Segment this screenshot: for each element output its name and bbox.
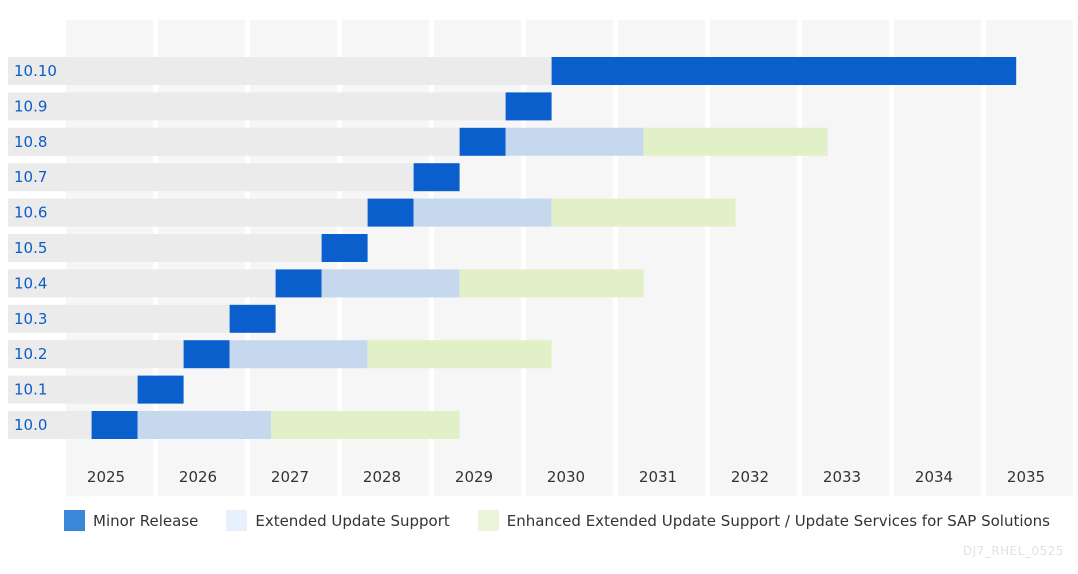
row-background (8, 57, 552, 85)
year-column (710, 20, 797, 496)
legend-item-eus: Extended Update Support (226, 510, 450, 531)
row-background (8, 340, 184, 369)
row-background (8, 375, 138, 404)
category-label: 10.0 (14, 416, 47, 434)
legend-swatch-eus (226, 510, 248, 531)
x-tick-label: 2025 (87, 468, 125, 486)
bar-enhanced-eus (367, 340, 552, 369)
year-column (526, 20, 613, 496)
bar-extended-update-support (137, 411, 271, 439)
x-tick-label: 2026 (179, 468, 217, 486)
row-background (8, 127, 460, 156)
row-background (8, 234, 322, 262)
bar-minor-release (505, 92, 552, 121)
row-background (8, 304, 230, 333)
legend-swatch-minor-release (64, 510, 85, 531)
row-background (8, 411, 92, 439)
bar-extended-update-support (321, 269, 460, 298)
legend-item-e4s: Enhanced Extended Update Support / Updat… (477, 510, 1050, 531)
category-label: 10.6 (14, 204, 47, 222)
x-tick-label: 2030 (547, 468, 585, 486)
bar-minor-release (367, 198, 414, 227)
watermark: DJ7_RHEL_0525 (962, 544, 1064, 558)
category-label: 10.4 (14, 274, 47, 292)
bar-minor-release (321, 234, 368, 262)
x-tick-label: 2029 (455, 468, 493, 486)
legend-label: Enhanced Extended Update Support / Updat… (506, 511, 1050, 530)
category-label: 10.7 (14, 168, 47, 186)
bar-enhanced-eus (459, 269, 644, 298)
bar-minor-release (551, 57, 1017, 85)
bar-minor-release (459, 127, 506, 156)
x-tick-label: 2028 (363, 468, 401, 486)
legend: Minor Release Extended Update Support En… (64, 510, 1078, 531)
bar-enhanced-eus (643, 127, 828, 156)
row-background (8, 198, 368, 227)
year-column (986, 20, 1073, 496)
x-tick-label: 2031 (639, 468, 677, 486)
year-column (894, 20, 981, 496)
legend-item-minor-release: Minor Release (64, 510, 198, 531)
legend-swatch-e4s (477, 510, 499, 531)
row-background (8, 163, 414, 192)
bar-minor-release (183, 340, 230, 369)
category-label: 10.5 (14, 239, 47, 257)
year-column (618, 20, 705, 496)
bar-minor-release (137, 375, 184, 404)
legend-label: Minor Release (93, 511, 199, 530)
x-tick-label: 2033 (823, 468, 861, 486)
category-label: 10.9 (14, 97, 47, 115)
bar-minor-release (413, 163, 460, 192)
bar-extended-update-support (229, 340, 368, 369)
x-tick-label: 2027 (271, 468, 309, 486)
bar-minor-release (275, 269, 322, 298)
bar-enhanced-eus (551, 198, 736, 227)
row-background (8, 92, 506, 121)
category-label: 10.8 (14, 133, 47, 151)
x-tick-label: 2035 (1007, 468, 1045, 486)
category-label: 10.2 (14, 345, 47, 363)
bar-extended-update-support (413, 198, 552, 227)
x-tick-label: 2034 (915, 468, 953, 486)
bar-minor-release (91, 411, 138, 439)
x-tick-label: 2032 (731, 468, 769, 486)
year-column (802, 20, 889, 496)
bar-enhanced-eus (271, 411, 460, 439)
bar-extended-update-support (505, 127, 644, 156)
row-background (8, 269, 276, 298)
legend-label: Extended Update Support (255, 511, 450, 530)
category-label: 10.10 (14, 62, 57, 80)
category-label: 10.3 (14, 310, 47, 328)
bar-minor-release (229, 304, 276, 333)
category-label: 10.1 (14, 381, 47, 399)
